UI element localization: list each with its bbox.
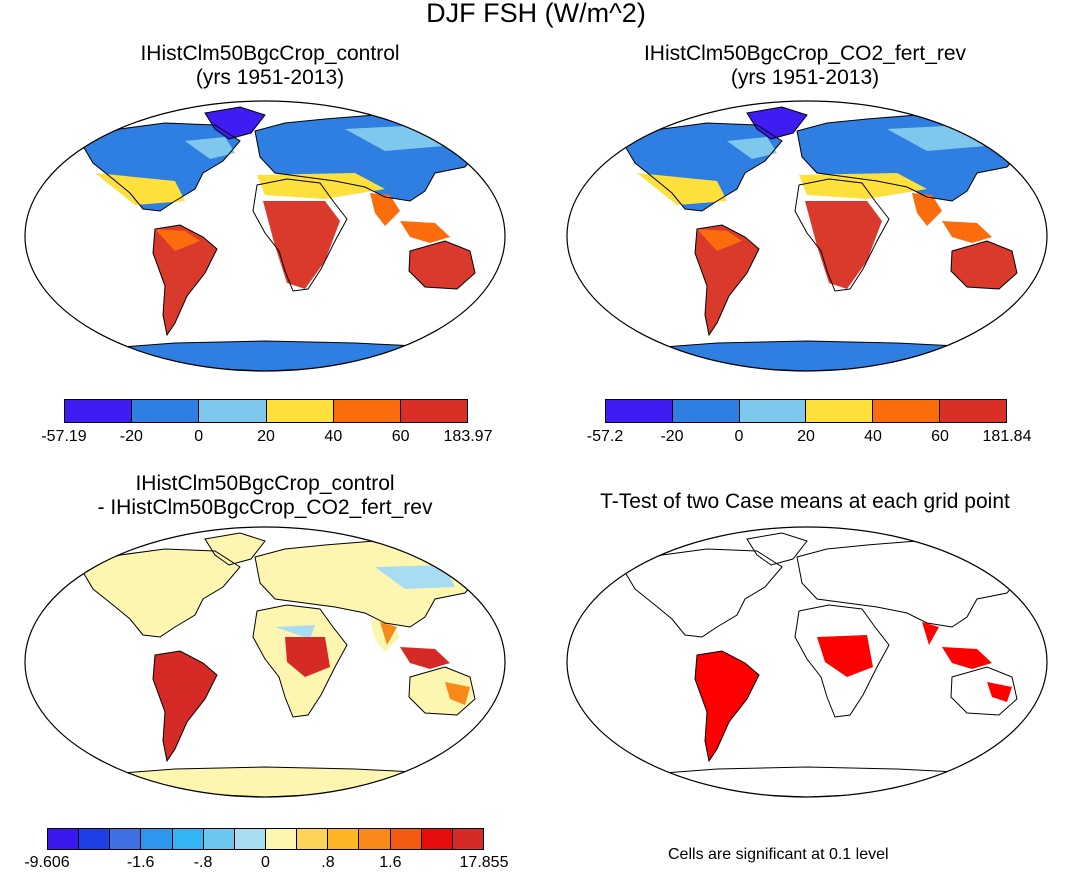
panel-title-line1: T-Test of two Case means at each grid po…	[600, 490, 1010, 513]
colorbar-swatch	[806, 400, 874, 422]
colorbar-swatch	[65, 400, 133, 422]
colorbar-tick-label: 181.84	[982, 428, 1032, 445]
panel-title-line2: (yrs 1951-2013)	[195, 66, 345, 89]
colorbar-control-labels: -57.19 -20 0 20 40 60 183.97	[41, 428, 492, 448]
colorbar-swatch	[421, 829, 453, 849]
panel-title-line2: - IHistClm50BgcCrop_CO2_fert_rev	[97, 496, 433, 519]
map-ttest	[566, 526, 1048, 798]
panel-title-line1: IHistClm50BgcCrop_control	[140, 42, 400, 65]
panel-title-line1: IHistClm50BgcCrop_CO2_fert_rev	[643, 42, 967, 65]
colorbar-swatch	[873, 400, 941, 422]
colorbar-tick-label: 1.6	[379, 854, 402, 871]
colorbar-swatch	[234, 829, 266, 849]
panel-title-ttest: T-Test of two Case means at each grid po…	[555, 490, 1055, 514]
colorbar-tick-label: -20	[119, 428, 143, 445]
colorbar-tick-label: 0	[734, 428, 744, 445]
colorbar-swatch	[333, 400, 401, 422]
colorbar-tick-label: 60	[391, 428, 410, 445]
colorbar-swatch	[359, 829, 391, 849]
colorbar-swatch	[203, 829, 235, 849]
colorbar-swatch	[672, 400, 740, 422]
figure-title: DJF FSH (W/m^2)	[426, 0, 646, 28]
colorbar-difference	[47, 828, 484, 850]
colorbar-swatch	[739, 400, 807, 422]
panel-title-line1: IHistClm50BgcCrop_control	[135, 472, 395, 495]
colorbar-swatch	[328, 829, 360, 849]
colorbar-swatch	[297, 829, 329, 849]
colorbar-swatch	[110, 829, 142, 849]
colorbar-tick-label: 40	[324, 428, 343, 445]
colorbar-swatch	[452, 829, 483, 849]
colorbar-swatch	[266, 400, 334, 422]
colorbar-swatch	[79, 829, 111, 849]
panel-title-line2: (yrs 1951-2013)	[730, 66, 880, 89]
colorbar-swatch	[199, 400, 267, 422]
colorbar-swatch	[141, 829, 173, 849]
panel-title-co2: IHistClm50BgcCrop_CO2_fert_rev (yrs 1951…	[580, 42, 1030, 90]
colorbar-tick-label: -1.6	[126, 854, 155, 871]
colorbar-tick-label: -20	[660, 428, 684, 445]
colorbar-tick-label: 40	[864, 428, 882, 445]
colorbar-tick-label: 20	[797, 428, 815, 445]
colorbar-control	[64, 399, 468, 423]
colorbar-tick-label: 60	[931, 428, 949, 445]
colorbar-difference-labels: -9.606 -1.6 -.8 0 .8 1.6 17.855	[24, 854, 508, 874]
colorbar-tick-label: 0	[261, 854, 270, 871]
colorbar-tick-label: -9.606	[24, 854, 70, 871]
colorbar-co2-labels: -57.2 -20 0 20 40 60 181.84	[587, 428, 1032, 448]
colorbar-swatch	[265, 829, 298, 849]
colorbar-tick-label: -57.19	[41, 428, 87, 445]
colorbar-tick-label: 183.97	[443, 428, 493, 445]
map-difference	[24, 526, 506, 798]
colorbar-co2	[605, 399, 1007, 423]
colorbar-swatch	[172, 829, 204, 849]
colorbar-swatch	[390, 829, 422, 849]
colorbar-swatch	[940, 400, 1006, 422]
colorbar-tick-label: .8	[321, 854, 335, 871]
ttest-note: Cells are significant at 0.1 level	[668, 846, 889, 863]
map-co2	[566, 100, 1048, 372]
colorbar-swatch	[606, 400, 673, 422]
colorbar-tick-label: -57.2	[586, 428, 624, 445]
panel-title-control: IHistClm50BgcCrop_control (yrs 1951-2013…	[45, 42, 495, 90]
colorbar-tick-label: 0	[194, 428, 204, 445]
colorbar-swatch	[132, 400, 200, 422]
colorbar-tick-label: 17.855	[459, 854, 509, 871]
colorbar-tick-label: 20	[257, 428, 275, 445]
panel-title-diff: IHistClm50BgcCrop_control - IHistClm50Bg…	[40, 472, 490, 520]
colorbar-swatch	[48, 829, 80, 849]
colorbar-tick-label: -.8	[193, 854, 213, 871]
colorbar-swatch	[400, 400, 468, 422]
map-control	[24, 100, 506, 372]
